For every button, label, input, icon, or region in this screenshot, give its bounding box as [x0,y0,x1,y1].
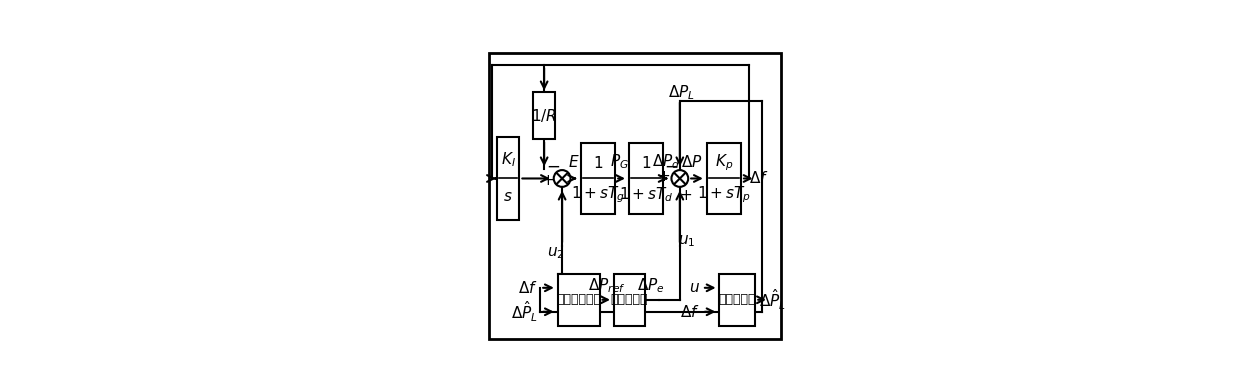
Text: $1+sT_g$: $1+sT_g$ [572,184,625,205]
Text: $\Delta f$: $\Delta f$ [518,280,538,296]
Text: $\Delta P_e$: $\Delta P_e$ [637,276,665,295]
Text: $E$: $E$ [568,154,580,170]
Text: 状态观测器: 状态观测器 [719,293,756,306]
Text: $1+sT_d$: $1+sT_d$ [619,185,673,203]
Text: $+$: $+$ [678,188,692,203]
Text: $s$: $s$ [503,189,513,205]
Bar [719,273,755,326]
Text: $P_G$: $P_G$ [610,152,629,171]
Bar [558,273,600,326]
Text: $u_2$: $u_2$ [547,245,564,261]
Text: $u$: $u$ [689,280,699,295]
Bar [629,142,663,214]
Text: $K_p$: $K_p$ [714,152,733,173]
Bar [614,273,645,326]
Text: $\Delta P_{ref}$: $\Delta P_{ref}$ [588,276,625,295]
Text: $+$: $+$ [657,170,671,184]
Bar [533,92,556,139]
Bar [707,142,742,214]
Text: $\Delta \hat{P}_L$: $\Delta \hat{P}_L$ [511,300,538,324]
Text: $\Delta f$: $\Delta f$ [749,170,769,186]
Text: $u_1$: $u_1$ [678,233,696,249]
Text: $1$: $1$ [641,155,651,171]
Text: $-$: $-$ [663,156,678,174]
Text: $\Delta \hat{P}_L$: $\Delta \hat{P}_L$ [759,287,786,312]
Text: $1+sT_p$: $1+sT_p$ [697,184,751,205]
Text: 输出功率控制: 输出功率控制 [556,293,601,306]
Text: $\Delta P$: $\Delta P$ [681,154,703,170]
Text: $-$: $-$ [546,156,560,174]
Bar [580,142,615,214]
Text: $1/R$: $1/R$ [531,107,557,124]
Text: $\Delta P_L$: $\Delta P_L$ [668,84,694,102]
Text: $\Delta f$: $\Delta f$ [681,304,699,320]
Text: $K_I$: $K_I$ [501,151,516,169]
Text: $+$: $+$ [541,173,554,188]
Bar [497,137,520,221]
Text: $1$: $1$ [593,155,603,171]
Text: $\Delta P_d$: $\Delta P_d$ [652,152,681,171]
Text: 风力发电机: 风力发电机 [611,293,649,306]
